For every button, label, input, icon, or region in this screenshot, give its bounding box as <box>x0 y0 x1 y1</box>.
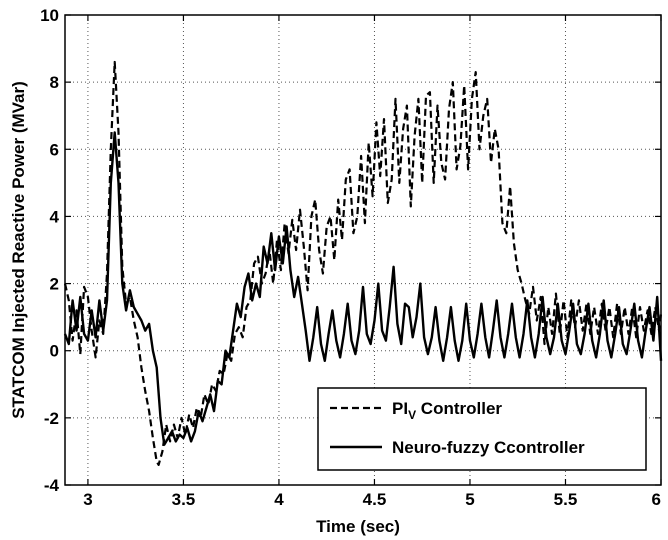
x-tick-label: 6 <box>652 490 661 509</box>
series-line-neuro-fuzzy-controller <box>63 131 663 446</box>
legend-box <box>317 387 647 471</box>
x-tick-label: 4 <box>274 490 284 509</box>
x-tick-label: 5.5 <box>554 490 578 509</box>
series-layer <box>63 60 663 466</box>
y-tick-label: 10 <box>40 6 59 25</box>
plot-frame <box>64 14 662 486</box>
legend: PIV Controller Neuro-fuzzy Ccontroller <box>317 387 647 471</box>
y-tick-label: 2 <box>50 275 59 294</box>
series-line-piv-controller <box>63 60 663 466</box>
x-tick-label: 5 <box>465 490 474 509</box>
y-tick-label: 6 <box>50 140 59 159</box>
x-axis-label: Time (sec) <box>316 517 400 536</box>
y-tick-label: 8 <box>50 73 59 92</box>
legend-label-piv: PIV Controller <box>392 399 502 422</box>
y-axis-label: STATCOM Injected Reactive Power (MVar) <box>9 81 28 419</box>
y-tick-label: -4 <box>44 476 60 495</box>
legend-label-neuro-fuzzy: Neuro-fuzzy Ccontroller <box>392 438 585 457</box>
y-tick-label: 0 <box>50 342 59 361</box>
x-tick-label: 4.5 <box>363 490 387 509</box>
x-tick-label: 3.5 <box>172 490 196 509</box>
y-tick-label: -2 <box>44 409 59 428</box>
x-tick-label: 3 <box>83 490 92 509</box>
tick-labels: 3 3.5 4 4.5 5 5.5 6 -4 -2 0 2 4 6 8 10 <box>40 6 661 509</box>
y-tick-label: 4 <box>50 207 60 226</box>
ticks <box>65 14 662 486</box>
